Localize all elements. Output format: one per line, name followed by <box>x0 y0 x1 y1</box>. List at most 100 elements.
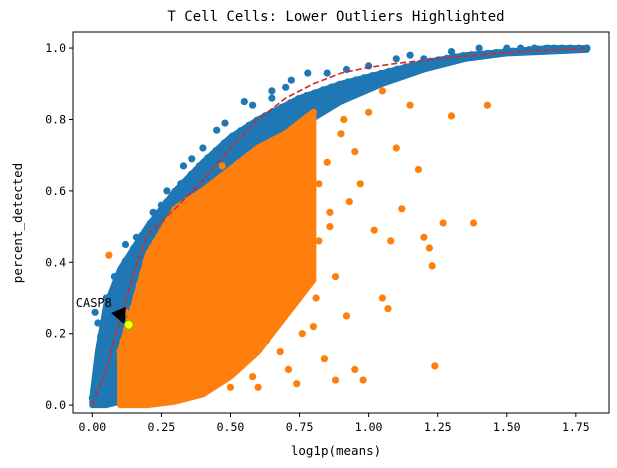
x-axis-label: log1p(means) <box>291 443 381 458</box>
data-point <box>268 94 276 102</box>
data-point <box>254 269 262 277</box>
data-point <box>503 44 511 52</box>
data-point <box>304 187 312 195</box>
y-tick-label: 0.0 <box>45 398 66 412</box>
data-point <box>226 383 235 391</box>
y-tick-label: 1.0 <box>45 41 66 55</box>
data-point <box>105 251 113 259</box>
data-point <box>179 230 188 238</box>
data-point <box>113 301 121 309</box>
data-point <box>384 305 392 313</box>
data-point <box>312 294 320 302</box>
data-point <box>91 308 99 316</box>
x-tick-label: 0.50 <box>217 420 245 434</box>
x-tick-label: 1.00 <box>355 420 383 434</box>
data-point <box>193 358 201 366</box>
highlight-arrow <box>111 306 126 325</box>
data-point <box>410 61 418 69</box>
data-point <box>155 233 163 241</box>
data-point <box>116 280 124 288</box>
y-axis: 0.0 0.2 0.4 0.6 0.8 1.0 <box>45 41 73 412</box>
data-point <box>393 65 401 73</box>
y-tick-label: 0.8 <box>45 112 66 126</box>
data-point <box>149 387 157 395</box>
y-tick-label: 0.6 <box>45 184 66 198</box>
data-point <box>392 144 400 152</box>
data-point <box>304 69 312 77</box>
data-point <box>188 323 196 331</box>
data-point <box>337 130 345 138</box>
data-point <box>414 165 422 174</box>
data-point <box>583 44 591 52</box>
data-point <box>271 215 279 224</box>
data-point <box>402 63 410 71</box>
data-point <box>360 74 368 82</box>
data-point <box>132 293 140 301</box>
data-point <box>243 298 251 306</box>
data-point <box>352 76 360 84</box>
data-point <box>121 240 130 249</box>
data-point <box>260 176 268 184</box>
x-tick-label: 1.25 <box>424 420 452 434</box>
data-point <box>145 249 153 257</box>
data-point <box>351 365 359 373</box>
data-point <box>127 262 135 270</box>
data-point <box>121 257 129 265</box>
data-point <box>249 101 257 109</box>
data-point <box>287 76 295 84</box>
lower-outliers-series <box>105 87 491 409</box>
data-point <box>342 312 351 320</box>
data-point <box>144 365 152 373</box>
data-point <box>163 187 171 195</box>
data-point <box>385 67 393 75</box>
data-point <box>428 262 436 270</box>
fit-curve-layer <box>91 47 587 406</box>
fit-curve <box>91 47 587 406</box>
data-point <box>148 243 156 251</box>
data-point <box>278 103 286 111</box>
data-point <box>149 208 157 216</box>
data-point <box>287 255 295 263</box>
data-point <box>187 170 195 178</box>
data-point <box>151 238 159 246</box>
data-point <box>323 158 331 166</box>
data-point <box>188 155 196 163</box>
data-point <box>158 227 166 235</box>
data-point <box>154 209 162 217</box>
data-point <box>105 319 113 327</box>
data-point <box>315 237 323 245</box>
data-point <box>284 365 293 373</box>
data-point <box>434 56 443 64</box>
data-point <box>307 251 315 259</box>
data-point <box>240 240 248 249</box>
highlight-annotation: CASP8 <box>76 296 134 330</box>
data-point <box>475 44 483 52</box>
data-point <box>135 281 143 289</box>
data-point <box>129 304 137 312</box>
data-point <box>130 244 138 252</box>
chart-title: T Cell Cells: Lower Outliers Highlighted <box>167 9 504 25</box>
data-point <box>467 51 476 59</box>
data-point <box>157 251 165 259</box>
data-point <box>476 50 484 58</box>
data-point <box>232 330 240 338</box>
data-point <box>161 222 169 230</box>
data-point <box>199 144 207 152</box>
data-point <box>575 44 583 52</box>
data-point <box>171 187 179 196</box>
data-point <box>447 112 456 120</box>
data-point <box>110 273 118 281</box>
data-point <box>177 180 185 188</box>
data-point <box>530 44 539 52</box>
data-point <box>213 180 221 188</box>
data-point <box>483 101 491 109</box>
data-point <box>171 273 179 281</box>
data-point <box>311 89 319 97</box>
x-axis: 0.00 0.25 0.50 0.75 1.00 1.25 1.50 1.75 <box>78 413 590 434</box>
data-point <box>447 48 456 56</box>
data-point <box>319 86 327 94</box>
data-point <box>254 383 262 391</box>
data-point <box>220 139 228 147</box>
data-point <box>406 51 414 59</box>
data-point <box>237 127 245 135</box>
